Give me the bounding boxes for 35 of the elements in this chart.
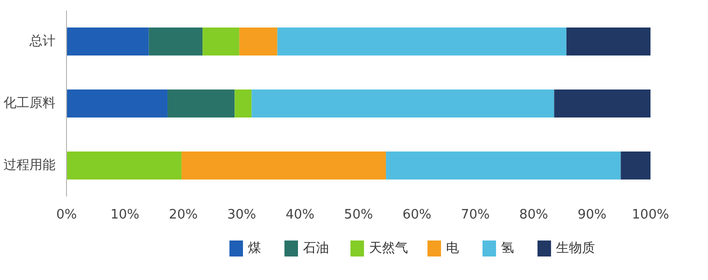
x-tick-label: 10%: [110, 208, 140, 222]
y-tick-label: 化工原料: [4, 96, 56, 111]
x-tick-label: 30%: [227, 208, 256, 222]
bar: [234, 90, 252, 118]
y-tick-label: 总计: [28, 34, 56, 49]
legend-label: 煤: [248, 241, 262, 256]
bar: [168, 90, 235, 118]
legend-label: 石油: [303, 241, 330, 256]
x-tick-label: 90%: [578, 208, 607, 222]
x-tick-label: 70%: [460, 208, 490, 222]
bar: [252, 90, 554, 118]
x-tick-label: 80%: [519, 208, 548, 222]
x-tick-label: 100%: [632, 208, 670, 222]
legend-label: 生物质: [556, 241, 596, 256]
bar: [66, 152, 182, 180]
bar: [148, 28, 203, 56]
bar: [620, 152, 650, 180]
bar: [182, 152, 386, 180]
legend-label: 电: [446, 241, 460, 256]
legend-label: 天然气: [369, 241, 408, 256]
x-tick-label: 60%: [402, 208, 432, 222]
legend-label: 氢: [501, 241, 514, 256]
bar: [566, 28, 650, 56]
bar: [202, 28, 240, 56]
bar: [277, 28, 566, 56]
x-tick-label: 40%: [286, 208, 315, 222]
x-tick-label: 50%: [344, 208, 373, 222]
bar: [66, 28, 149, 56]
bar: [554, 90, 650, 118]
bar: [239, 28, 278, 56]
x-tick-label: 20%: [168, 208, 198, 222]
y-tick-label: 过程用能: [4, 158, 56, 173]
bar: [386, 152, 621, 180]
x-tick-label: 0%: [56, 208, 77, 222]
bar: [66, 90, 168, 118]
